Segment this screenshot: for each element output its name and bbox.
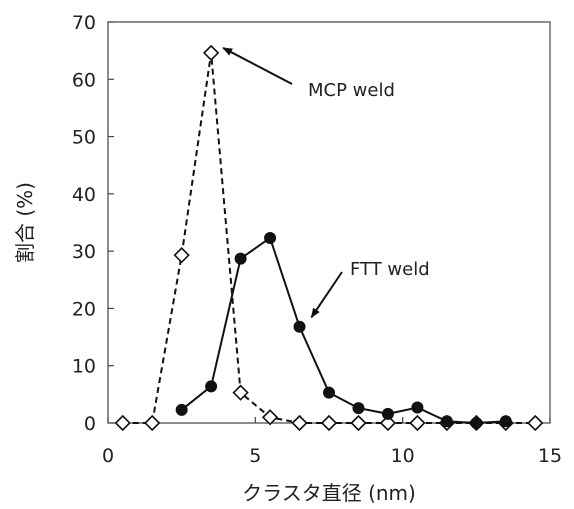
series-mcp-weld <box>114 44 544 432</box>
data-point <box>470 417 483 429</box>
data-point <box>350 414 367 432</box>
data-point <box>323 386 335 399</box>
series-layer <box>114 44 544 432</box>
y-tick-label: 70 <box>72 12 96 34</box>
data-point <box>379 414 397 432</box>
data-point <box>409 414 426 432</box>
annotation-layer: MCP weld FTT weld <box>222 47 430 319</box>
data-point <box>499 415 512 428</box>
data-point <box>114 414 131 432</box>
data-point <box>234 252 247 265</box>
y-tick-label: 50 <box>72 127 96 149</box>
x-tick-label: 10 <box>391 445 415 467</box>
data-point <box>527 414 544 432</box>
data-point <box>205 380 218 393</box>
data-point <box>203 44 220 62</box>
y-axis-title: 割合 (%) <box>13 182 37 263</box>
data-point <box>173 247 190 264</box>
data-point <box>291 414 308 432</box>
data-point <box>320 414 338 432</box>
data-point <box>411 401 424 414</box>
data-point <box>232 384 249 401</box>
x-tick-label: 0 <box>102 445 114 467</box>
y-tick-label: 60 <box>72 69 96 91</box>
y-tick-label: 30 <box>72 241 96 263</box>
x-axis-title: クラスタ直径 (nm) <box>242 481 416 505</box>
y-tick-label: 20 <box>72 298 96 320</box>
annotation-label: MCP weld <box>308 80 395 101</box>
annotation-arrow <box>222 47 293 85</box>
data-point <box>352 402 365 415</box>
annotation-label: FTT weld <box>350 259 430 280</box>
x-tick-label: 15 <box>538 445 562 467</box>
series-line <box>181 236 506 425</box>
y-tick-label: 10 <box>72 356 96 378</box>
data-point <box>175 403 188 416</box>
data-point <box>264 231 277 244</box>
annotation-arrow <box>310 271 343 319</box>
x-axis: 0 5 10 15 <box>102 417 562 467</box>
series-ftt-weld <box>175 231 512 429</box>
series-line <box>122 52 536 424</box>
x-tick-label: 5 <box>249 445 261 467</box>
y-tick-label: 40 <box>72 184 96 206</box>
data-point <box>293 320 306 333</box>
y-axis: 0 10 20 30 40 50 60 70 <box>72 12 114 435</box>
data-point <box>144 414 161 432</box>
data-point <box>440 415 453 428</box>
data-point <box>261 409 279 426</box>
y-tick-label: 0 <box>84 413 96 435</box>
data-point <box>381 407 394 420</box>
